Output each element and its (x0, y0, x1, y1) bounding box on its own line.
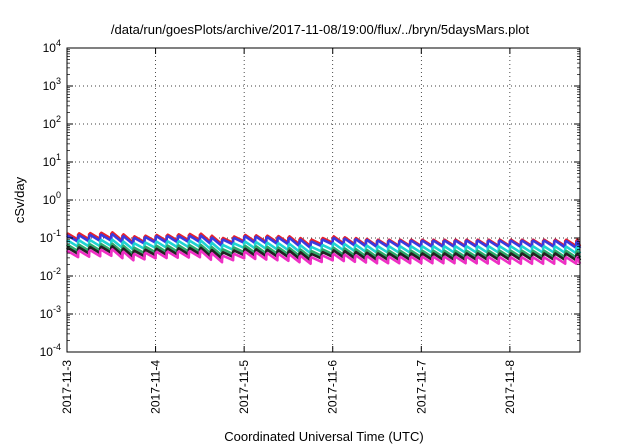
y-tick-label: 10-4 (40, 342, 61, 359)
x-tick-label: 2017-11-5 (237, 360, 251, 414)
y-tick-label: 104 (43, 38, 61, 55)
chart-title: /data/run/goesPlots/archive/2017-11-08/1… (111, 22, 530, 37)
tick-marks (66, 47, 580, 353)
y-tick-label: 10-2 (40, 266, 61, 283)
y-tick-labels: 10-4 10-3 10-2 10-1 100 101 102 103 104 (40, 38, 61, 359)
y-tick-label: 101 (43, 152, 61, 169)
y-tick-label: 10-3 (40, 304, 61, 321)
y-axis-label: cSv/day (12, 176, 27, 223)
x-tick-labels: 2017-11-3 2017-11-4 2017-11-5 2017-11-6 2017… (60, 360, 517, 414)
y-tick-label: 102 (43, 114, 61, 131)
x-tick-label: 2017-11-7 (414, 360, 428, 414)
y-tick-label: 100 (43, 190, 61, 207)
series-group (65, 231, 582, 265)
x-tick-label: 2017-11-6 (326, 360, 340, 414)
x-tick-label: 2017-11-8 (503, 360, 517, 414)
x-tick-label: 2017-11-3 (60, 360, 74, 414)
y-tick-label: 103 (43, 76, 61, 93)
series-line-6 (65, 248, 582, 265)
y-tick-label: 10-1 (40, 228, 61, 245)
x-axis-label: Coordinated Universal Time (UTC) (224, 429, 423, 444)
x-tick-label: 2017-11-4 (149, 360, 163, 414)
grid-lines (67, 48, 580, 352)
